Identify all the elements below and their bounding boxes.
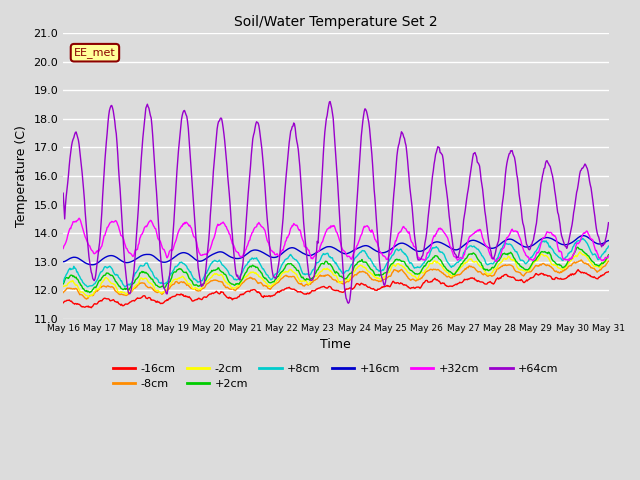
-8cm [211, 277, 218, 283]
Line: +32cm: +32cm [63, 218, 609, 262]
+16cm [181, 250, 189, 256]
-16cm [88, 305, 95, 311]
+16cm [211, 251, 218, 257]
-16cm [403, 283, 411, 288]
+8cm [126, 281, 134, 287]
-16cm [126, 299, 134, 305]
+8cm [69, 266, 77, 272]
Line: +2cm: +2cm [63, 247, 609, 293]
+64cm [605, 220, 612, 226]
-16cm [605, 269, 612, 275]
+32cm [403, 228, 411, 234]
+2cm [419, 265, 426, 271]
+8cm [419, 261, 426, 267]
-2cm [403, 268, 411, 274]
+32cm [605, 253, 612, 259]
-2cm [60, 284, 67, 289]
-2cm [605, 253, 612, 259]
+2cm [573, 244, 581, 250]
-2cm [576, 249, 584, 255]
+16cm [419, 248, 426, 253]
+16cm [126, 259, 134, 265]
Text: EE_met: EE_met [74, 47, 116, 58]
-8cm [181, 280, 189, 286]
+64cm [69, 136, 77, 142]
+32cm [69, 219, 77, 225]
-16cm [60, 300, 67, 306]
Y-axis label: Temperature (C): Temperature (C) [15, 125, 28, 227]
+8cm [605, 243, 612, 249]
+2cm [126, 286, 134, 291]
+16cm [579, 233, 586, 239]
+16cm [605, 238, 612, 243]
+64cm [420, 249, 428, 255]
Line: -8cm: -8cm [63, 260, 609, 299]
+64cm [60, 190, 67, 196]
-2cm [419, 270, 426, 276]
+16cm [69, 254, 77, 260]
+8cm [122, 284, 129, 290]
+64cm [404, 156, 412, 162]
+8cm [211, 258, 218, 264]
Line: -16cm: -16cm [63, 270, 609, 308]
-2cm [84, 294, 92, 300]
-2cm [69, 278, 77, 284]
+2cm [60, 281, 67, 287]
+32cm [181, 221, 189, 227]
Line: -2cm: -2cm [63, 252, 609, 297]
+2cm [86, 290, 93, 296]
Legend: -16cm, -8cm, -2cm, +2cm, +8cm, +16cm, +32cm, +64cm: -16cm, -8cm, -2cm, +2cm, +8cm, +16cm, +3… [109, 359, 563, 394]
-8cm [83, 296, 90, 302]
+8cm [403, 253, 411, 259]
+32cm [419, 257, 426, 263]
Line: +8cm: +8cm [63, 239, 609, 287]
-8cm [577, 257, 585, 263]
+32cm [60, 246, 67, 252]
-16cm [211, 290, 218, 296]
-16cm [69, 300, 77, 306]
-8cm [126, 290, 134, 296]
+64cm [326, 99, 334, 105]
+64cm [344, 300, 352, 306]
-8cm [60, 289, 67, 295]
+8cm [579, 236, 586, 241]
-8cm [419, 274, 426, 279]
+32cm [126, 250, 134, 256]
-2cm [181, 276, 189, 282]
-8cm [403, 273, 411, 279]
+64cm [180, 108, 188, 113]
+32cm [492, 259, 500, 264]
+2cm [403, 263, 411, 269]
+64cm [125, 291, 133, 297]
-2cm [126, 288, 134, 293]
-16cm [574, 267, 582, 273]
Title: Soil/Water Temperature Set 2: Soil/Water Temperature Set 2 [234, 15, 438, 29]
+8cm [60, 279, 67, 285]
+2cm [605, 252, 612, 258]
+16cm [60, 259, 67, 264]
+2cm [181, 270, 189, 276]
-2cm [211, 271, 218, 277]
+64cm [209, 169, 217, 175]
+32cm [76, 216, 83, 221]
-16cm [419, 281, 426, 287]
+16cm [403, 242, 411, 248]
+2cm [69, 274, 77, 279]
Line: +64cm: +64cm [63, 102, 609, 303]
+16cm [88, 262, 96, 268]
-8cm [605, 258, 612, 264]
+2cm [211, 267, 218, 273]
-16cm [181, 293, 189, 299]
-8cm [69, 286, 77, 292]
X-axis label: Time: Time [321, 338, 351, 351]
+32cm [211, 235, 218, 240]
+8cm [181, 262, 189, 268]
Line: +16cm: +16cm [63, 236, 609, 265]
